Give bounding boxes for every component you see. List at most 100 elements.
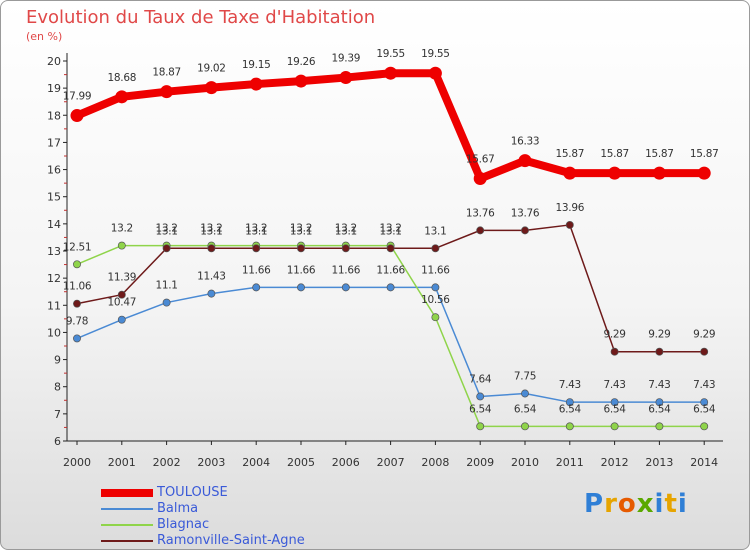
data-label: 10.47 bbox=[108, 297, 137, 309]
data-label: 9.29 bbox=[693, 329, 715, 341]
data-label: 13.2 bbox=[111, 223, 133, 235]
legend-label: Ramonville-Saint-Agne bbox=[157, 533, 305, 548]
data-point bbox=[521, 422, 529, 431]
data-point bbox=[162, 298, 171, 307]
data-point bbox=[386, 283, 395, 292]
y-tick-label: 10 bbox=[47, 326, 61, 339]
x-tick-label: 2011 bbox=[556, 456, 584, 469]
logo-letter: r bbox=[604, 489, 618, 519]
data-label: 15.87 bbox=[600, 148, 629, 160]
data-label: 19.55 bbox=[376, 48, 405, 60]
data-label: 13.2 bbox=[200, 223, 222, 235]
data-label: 11.66 bbox=[376, 264, 405, 276]
x-tick-label: 2013 bbox=[645, 456, 673, 469]
data-label: 13.76 bbox=[466, 207, 495, 219]
data-label: 13.1 bbox=[424, 225, 446, 237]
data-point bbox=[476, 226, 485, 235]
data-label: 6.54 bbox=[648, 403, 671, 415]
data-point bbox=[431, 283, 440, 292]
data-point bbox=[476, 392, 485, 401]
data-point bbox=[518, 154, 532, 168]
data-point bbox=[73, 299, 81, 308]
data-label: 9.29 bbox=[648, 329, 670, 341]
data-point bbox=[700, 398, 709, 407]
data-label: 13.1 bbox=[335, 225, 357, 237]
data-point bbox=[70, 109, 84, 123]
data-point bbox=[204, 81, 218, 95]
y-tick-label: 8 bbox=[54, 381, 61, 394]
data-label: 15.67 bbox=[466, 154, 495, 166]
x-tick-label: 2005 bbox=[287, 456, 315, 469]
data-point bbox=[565, 422, 574, 431]
data-label: 6.54 bbox=[514, 403, 537, 415]
data-label: 19.26 bbox=[287, 56, 316, 68]
x-tick-label: 2014 bbox=[690, 456, 718, 469]
data-label: 13.2 bbox=[245, 223, 267, 235]
y-tick-label: 17 bbox=[47, 136, 61, 149]
data-point bbox=[521, 389, 529, 398]
data-label: 11.66 bbox=[287, 264, 316, 276]
data-point bbox=[294, 74, 308, 88]
data-label: 17.99 bbox=[63, 91, 92, 103]
data-label: 6.54 bbox=[469, 403, 492, 415]
data-label: 19.55 bbox=[421, 48, 450, 60]
data-label: 19.02 bbox=[197, 63, 226, 75]
x-tick-label: 2008 bbox=[421, 456, 449, 469]
legend-label: TOULOUSE bbox=[157, 485, 228, 500]
data-point bbox=[610, 422, 619, 431]
data-label: 13.2 bbox=[380, 223, 402, 235]
x-tick-label: 2006 bbox=[332, 456, 360, 469]
data-point bbox=[207, 244, 216, 253]
data-label: 7.43 bbox=[693, 379, 715, 391]
legend-swatch bbox=[101, 508, 153, 510]
data-point bbox=[207, 289, 216, 298]
data-point bbox=[252, 244, 261, 253]
y-tick-label: 15 bbox=[47, 191, 61, 204]
data-point bbox=[341, 283, 350, 292]
data-point bbox=[521, 226, 529, 235]
data-point bbox=[384, 66, 398, 80]
data-point bbox=[249, 77, 263, 91]
data-label: 18.68 bbox=[108, 72, 137, 84]
data-label: 16.33 bbox=[511, 136, 540, 148]
data-label: 7.75 bbox=[514, 371, 536, 383]
data-label: 13.1 bbox=[156, 225, 178, 237]
data-point bbox=[655, 347, 664, 356]
data-point bbox=[610, 347, 619, 356]
data-point bbox=[341, 244, 350, 253]
data-label: 13.76 bbox=[511, 207, 540, 219]
data-label: 7.64 bbox=[469, 373, 492, 385]
legend-swatch bbox=[101, 540, 153, 542]
x-tick-label: 2003 bbox=[197, 456, 225, 469]
data-label: 15.87 bbox=[690, 148, 719, 160]
legend-swatch bbox=[101, 489, 153, 497]
y-tick-label: 18 bbox=[47, 109, 61, 122]
y-tick-label: 16 bbox=[47, 164, 61, 177]
data-point bbox=[431, 313, 440, 322]
logo-letter: t bbox=[664, 489, 678, 519]
y-tick-label: 7 bbox=[54, 408, 61, 421]
data-label: 7.43 bbox=[559, 379, 581, 391]
data-label: 13.1 bbox=[200, 225, 222, 237]
logo-letter: o bbox=[617, 489, 637, 519]
x-tick-label: 2001 bbox=[108, 456, 136, 469]
data-label: 10.56 bbox=[421, 294, 450, 306]
data-point bbox=[563, 166, 577, 180]
data-label: 6.54 bbox=[559, 403, 582, 415]
data-point bbox=[655, 422, 664, 431]
data-label: 13.1 bbox=[380, 225, 402, 237]
data-point bbox=[386, 244, 395, 253]
y-tick-label: 12 bbox=[47, 272, 61, 285]
data-point bbox=[115, 90, 129, 104]
x-tick-label: 2010 bbox=[511, 456, 539, 469]
legend-label: Balma bbox=[157, 501, 199, 516]
data-point bbox=[252, 283, 261, 292]
data-point bbox=[697, 166, 711, 180]
data-point bbox=[117, 241, 126, 250]
data-label: 13.1 bbox=[290, 225, 312, 237]
proxiti-logo: Proxiti bbox=[584, 489, 688, 519]
x-tick-label: 2000 bbox=[63, 456, 91, 469]
data-label: 11.06 bbox=[63, 281, 92, 293]
x-tick-label: 2002 bbox=[153, 456, 181, 469]
